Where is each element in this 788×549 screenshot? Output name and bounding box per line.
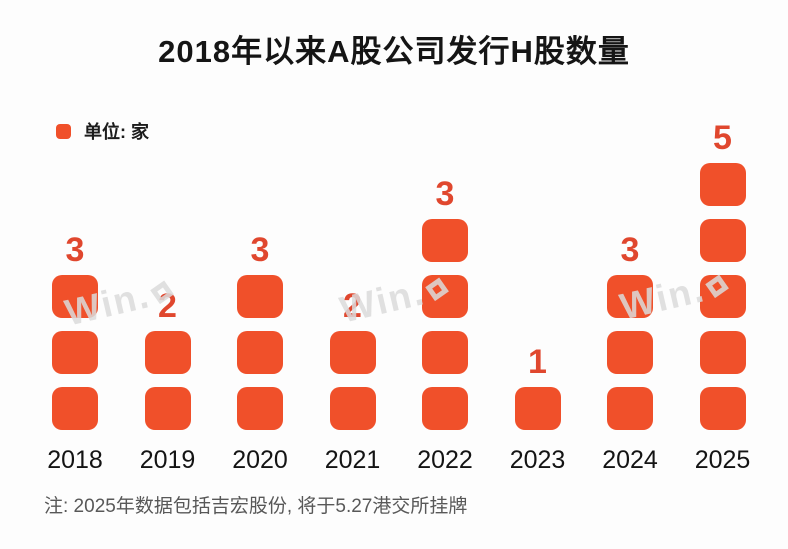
value-label: 5 bbox=[713, 119, 732, 157]
bar-column-2025: 5 bbox=[699, 119, 746, 430]
unit-square bbox=[699, 387, 746, 430]
footnote: 注: 2025年数据包括吉宏股份, 将于5.27港交所挂牌 bbox=[44, 496, 468, 517]
value-label: 3 bbox=[65, 231, 85, 269]
x-axis-tick-2023: 2023 bbox=[509, 446, 566, 474]
legend: 单位: 家 bbox=[56, 118, 149, 144]
unit-square bbox=[422, 331, 468, 374]
unit-square bbox=[422, 387, 468, 430]
bar-column-2024: 3 bbox=[607, 233, 653, 430]
unit-square bbox=[514, 387, 561, 430]
value-label: 2 bbox=[343, 287, 362, 325]
x-axis-tick-2020: 2020 bbox=[232, 446, 288, 474]
value-label: 3 bbox=[250, 231, 270, 269]
legend-swatch-icon bbox=[56, 123, 71, 139]
value-label: 2 bbox=[158, 287, 177, 325]
x-axis-tick-2021: 2021 bbox=[324, 446, 381, 474]
unit-square bbox=[422, 275, 468, 318]
value-label: 3 bbox=[435, 175, 455, 213]
x-axis-tick-2025: 2025 bbox=[694, 446, 751, 474]
unit-square bbox=[52, 275, 98, 318]
unit-square bbox=[52, 331, 98, 374]
x-axis-tick-2022: 2022 bbox=[417, 446, 473, 474]
unit-square bbox=[607, 275, 653, 318]
unit-square bbox=[422, 219, 468, 262]
unit-square bbox=[607, 331, 653, 374]
unit-square bbox=[144, 387, 191, 430]
unit-square bbox=[329, 331, 376, 374]
legend-label: 单位: 家 bbox=[84, 122, 149, 142]
bar-column-2022: 3 bbox=[422, 177, 468, 430]
unit-square bbox=[237, 331, 283, 374]
unit-square bbox=[699, 275, 746, 318]
x-axis-tick-2018: 2018 bbox=[47, 446, 103, 474]
unit-square bbox=[237, 387, 283, 430]
bar-column-2021: 2 bbox=[329, 287, 376, 430]
bar-column-2020: 3 bbox=[237, 233, 283, 430]
bar-column-2023: 1 bbox=[514, 343, 561, 430]
unit-square bbox=[329, 387, 376, 430]
unit-square bbox=[237, 275, 283, 318]
x-axis-tick-2019: 2019 bbox=[139, 446, 196, 474]
value-label: 1 bbox=[528, 343, 547, 381]
unit-square bbox=[699, 163, 746, 206]
bar-column-2018: 3 bbox=[52, 233, 98, 430]
unit-square bbox=[699, 331, 746, 374]
x-axis-tick-2024: 2024 bbox=[602, 446, 658, 474]
unit-square bbox=[144, 331, 191, 374]
unit-square bbox=[52, 387, 98, 430]
bar-column-2019: 2 bbox=[144, 287, 191, 430]
value-label: 3 bbox=[620, 231, 640, 269]
chart-title: 2018年以来A股公司发行H股数量 bbox=[158, 34, 630, 69]
unit-square bbox=[699, 219, 746, 262]
unit-square bbox=[607, 387, 653, 430]
